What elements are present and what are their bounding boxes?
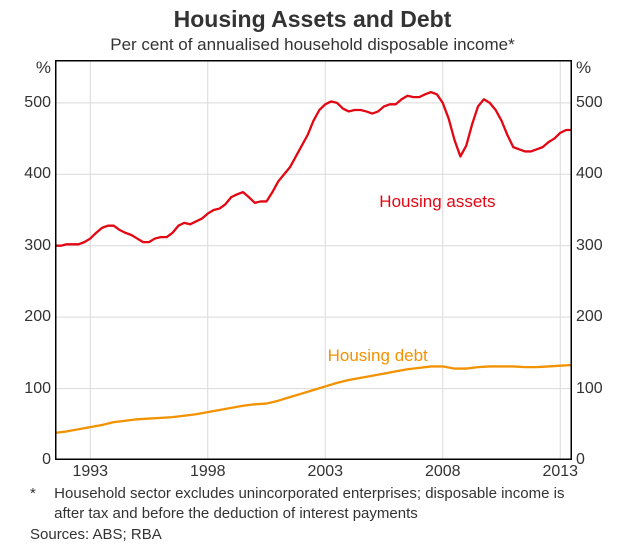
y-tick-left-200: 200 xyxy=(9,308,51,326)
y-tick-left-300: 300 xyxy=(9,237,51,255)
chart-sources: Sources: ABS; RBA xyxy=(30,526,162,543)
chart-plot xyxy=(55,60,572,460)
y-tick-right-500: 500 xyxy=(576,94,603,112)
y-tick-left-400: 400 xyxy=(9,165,51,183)
y-unit-right: % xyxy=(576,58,591,78)
y-tick-right-400: 400 xyxy=(576,165,603,183)
chart-footnote: * Household sector excludes unincorporat… xyxy=(30,484,594,523)
chart-container: Housing Assets and Debt Per cent of annu… xyxy=(0,0,625,549)
x-tick-2003: 2003 xyxy=(300,463,350,481)
y-tick-right-200: 200 xyxy=(576,308,603,326)
x-tick-1993: 1993 xyxy=(65,463,115,481)
series-label-housing_debt: Housing debt xyxy=(328,346,428,366)
x-tick-2013: 2013 xyxy=(535,463,585,481)
y-tick-left-0: 0 xyxy=(9,451,51,469)
chart-subtitle: Per cent of annualised household disposa… xyxy=(0,35,625,55)
x-tick-2008: 2008 xyxy=(418,463,468,481)
series-label-housing_assets: Housing assets xyxy=(379,192,495,212)
y-unit-left: % xyxy=(25,58,51,78)
y-tick-left-100: 100 xyxy=(9,380,51,398)
footnote-text: Household sector excludes unincorporated… xyxy=(54,484,594,523)
footnote-marker: * xyxy=(30,484,50,504)
y-tick-right-300: 300 xyxy=(576,237,603,255)
y-tick-left-500: 500 xyxy=(9,94,51,112)
y-tick-right-100: 100 xyxy=(576,380,603,398)
chart-title: Housing Assets and Debt xyxy=(0,0,625,33)
x-tick-1998: 1998 xyxy=(183,463,233,481)
